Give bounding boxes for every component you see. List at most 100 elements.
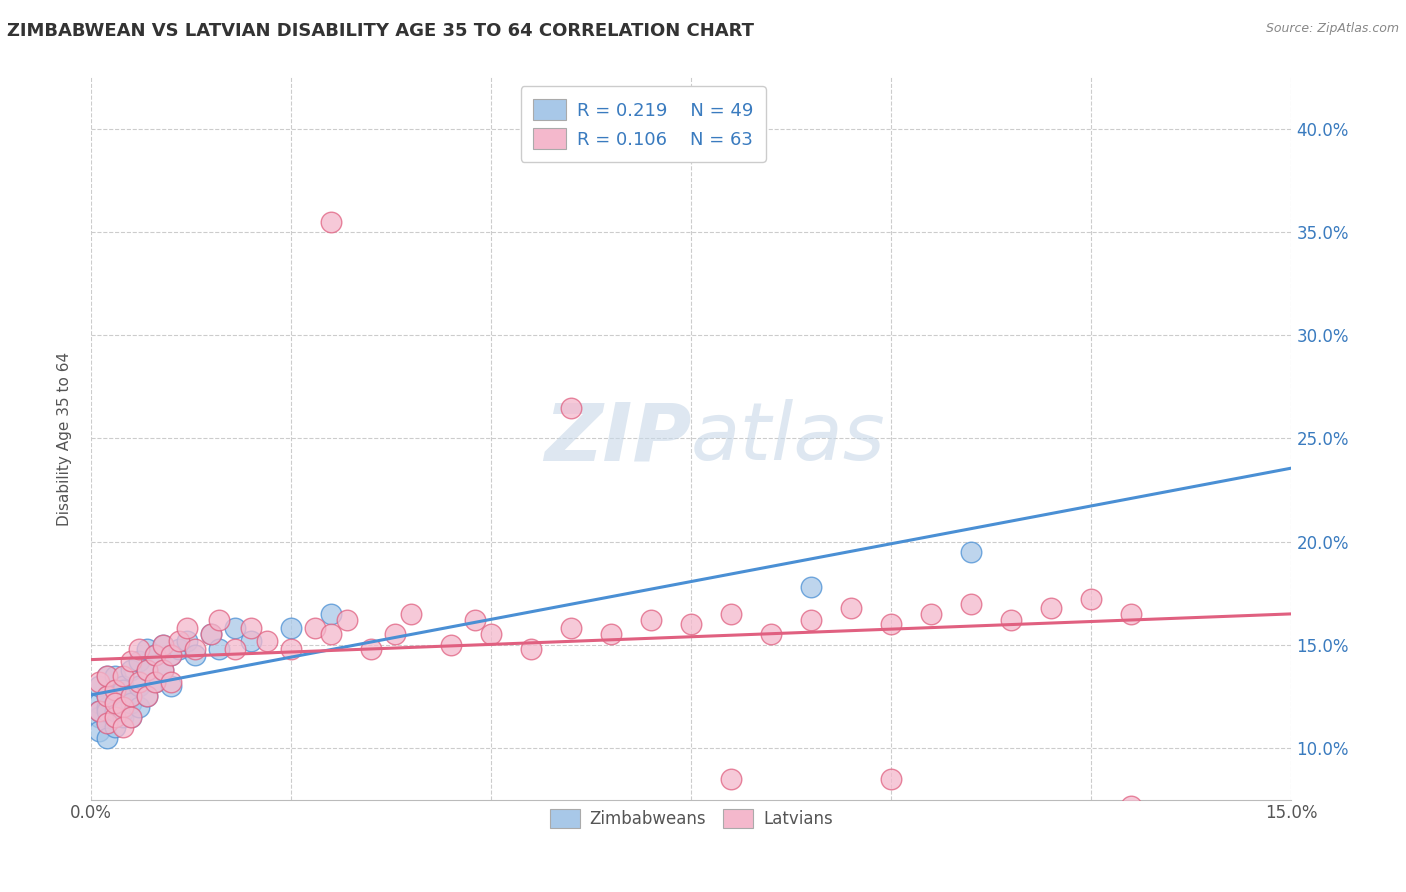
- Point: [128, 699, 150, 714]
- Point: [111, 696, 134, 710]
- Legend: Zimbabweans, Latvians: Zimbabweans, Latvians: [543, 802, 839, 835]
- Point: [96, 731, 118, 745]
- Point: [1080, 592, 1102, 607]
- Point: [143, 648, 166, 662]
- Point: [111, 720, 134, 734]
- Point: [120, 696, 142, 710]
- Point: [304, 621, 326, 635]
- Point: [479, 627, 502, 641]
- Point: [839, 600, 862, 615]
- Point: [104, 704, 127, 718]
- Point: [111, 669, 134, 683]
- Text: ZIMBABWEAN VS LATVIAN DISABILITY AGE 35 TO 64 CORRELATION CHART: ZIMBABWEAN VS LATVIAN DISABILITY AGE 35 …: [7, 22, 754, 40]
- Point: [136, 690, 159, 704]
- Point: [128, 674, 150, 689]
- Point: [136, 690, 159, 704]
- Point: [167, 641, 190, 656]
- Point: [104, 710, 127, 724]
- Point: [152, 663, 174, 677]
- Point: [880, 617, 903, 632]
- Point: [1121, 607, 1143, 621]
- Point: [120, 690, 142, 704]
- Text: ZIP: ZIP: [544, 400, 692, 477]
- Point: [96, 669, 118, 683]
- Point: [120, 690, 142, 704]
- Point: [319, 607, 342, 621]
- Point: [143, 648, 166, 662]
- Point: [1121, 798, 1143, 813]
- Point: [120, 710, 142, 724]
- Point: [184, 641, 207, 656]
- Point: [96, 690, 118, 704]
- Point: [920, 607, 942, 621]
- Point: [87, 704, 110, 718]
- Point: [96, 699, 118, 714]
- Point: [128, 641, 150, 656]
- Point: [184, 648, 207, 662]
- Point: [520, 641, 543, 656]
- Point: [160, 648, 183, 662]
- Point: [104, 669, 127, 683]
- Point: [87, 674, 110, 689]
- Point: [96, 704, 118, 718]
- Point: [104, 720, 127, 734]
- Point: [681, 617, 703, 632]
- Point: [96, 669, 118, 683]
- Point: [319, 627, 342, 641]
- Point: [104, 683, 127, 698]
- Point: [152, 638, 174, 652]
- Text: atlas: atlas: [692, 400, 886, 477]
- Point: [152, 663, 174, 677]
- Point: [120, 654, 142, 668]
- Point: [104, 696, 127, 710]
- Point: [880, 772, 903, 786]
- Point: [104, 683, 127, 698]
- Point: [160, 674, 183, 689]
- Point: [160, 679, 183, 693]
- Point: [240, 621, 263, 635]
- Point: [256, 633, 278, 648]
- Point: [87, 679, 110, 693]
- Point: [384, 627, 406, 641]
- Point: [720, 607, 742, 621]
- Point: [176, 633, 198, 648]
- Point: [280, 641, 302, 656]
- Point: [111, 683, 134, 698]
- Point: [720, 772, 742, 786]
- Point: [120, 710, 142, 724]
- Point: [152, 638, 174, 652]
- Point: [104, 710, 127, 724]
- Point: [1040, 600, 1063, 615]
- Point: [136, 641, 159, 656]
- Point: [1000, 613, 1022, 627]
- Point: [176, 621, 198, 635]
- Point: [224, 621, 246, 635]
- Point: [143, 674, 166, 689]
- Point: [800, 613, 823, 627]
- Point: [200, 627, 222, 641]
- Point: [399, 607, 422, 621]
- Point: [96, 690, 118, 704]
- Point: [600, 627, 623, 641]
- Point: [160, 648, 183, 662]
- Point: [87, 704, 110, 718]
- Point: [136, 663, 159, 677]
- Point: [96, 716, 118, 731]
- Point: [87, 696, 110, 710]
- Point: [111, 704, 134, 718]
- Point: [136, 663, 159, 677]
- Point: [640, 613, 662, 627]
- Point: [96, 716, 118, 731]
- Point: [104, 696, 127, 710]
- Point: [319, 215, 342, 229]
- Point: [224, 641, 246, 656]
- Point: [111, 679, 134, 693]
- Point: [128, 679, 150, 693]
- Point: [560, 621, 582, 635]
- Point: [120, 663, 142, 677]
- Point: [111, 699, 134, 714]
- Point: [464, 613, 486, 627]
- Point: [208, 613, 231, 627]
- Point: [143, 674, 166, 689]
- Point: [360, 641, 382, 656]
